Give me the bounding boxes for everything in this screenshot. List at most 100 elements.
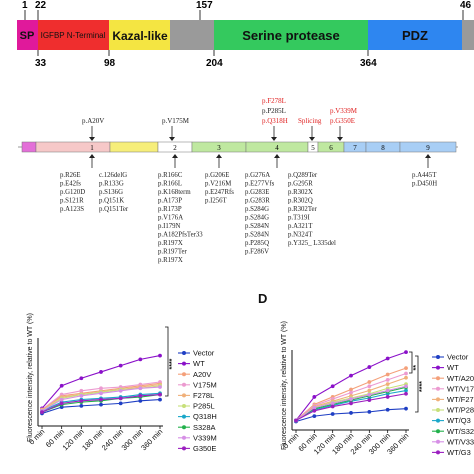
exon4-mutation: p.P285Q bbox=[245, 240, 269, 247]
aa-position-157: 157 bbox=[196, 0, 213, 11]
aa-position-204: 204 bbox=[206, 58, 223, 69]
legend-marker bbox=[182, 446, 186, 451]
exon-number-6: 6 bbox=[329, 144, 333, 152]
data-point bbox=[349, 397, 353, 401]
data-point bbox=[367, 409, 372, 414]
data-point bbox=[118, 396, 123, 401]
exon-number-3: 3 bbox=[217, 144, 221, 152]
data-point bbox=[59, 397, 64, 402]
legend-label: WT/F27 bbox=[447, 395, 474, 404]
exon2-mutation: p.V176A bbox=[158, 215, 183, 222]
domain-label-igfbp: IGFBP N-Terminal bbox=[41, 31, 106, 40]
exon4-mutation-col2: p.G295R bbox=[288, 181, 313, 188]
data-point bbox=[59, 383, 64, 388]
data-point bbox=[404, 371, 408, 376]
data-point bbox=[349, 387, 353, 392]
data-point bbox=[138, 357, 143, 362]
data-point bbox=[404, 384, 408, 389]
data-point bbox=[404, 350, 408, 355]
legend-marker bbox=[182, 393, 186, 398]
mutation-q318h: p.Q318H bbox=[262, 117, 288, 125]
data-point bbox=[158, 392, 162, 397]
data-point bbox=[349, 401, 353, 406]
chart-right: Fluorescence intensity, relative to WT (… bbox=[281, 321, 474, 457]
exon4-mutation-col2: p.Q289Ter bbox=[288, 172, 318, 179]
legend-marker bbox=[182, 382, 186, 387]
data-point bbox=[312, 414, 317, 419]
mutation-p285l: p.P285L bbox=[262, 107, 286, 115]
domain-serine-protease bbox=[214, 20, 368, 50]
exon1-mutation-col2: c.126delG bbox=[99, 172, 127, 179]
legend-marker bbox=[182, 435, 186, 440]
exon3-mutation: p.I256T bbox=[205, 198, 228, 205]
data-point bbox=[367, 365, 372, 369]
exon1-mutation: p.G120D bbox=[60, 189, 85, 196]
data-point bbox=[118, 363, 123, 368]
panel-label-d: D bbox=[258, 291, 267, 306]
legend-label: A20V bbox=[193, 370, 211, 379]
legend-marker bbox=[436, 386, 440, 391]
significance-marker: **** bbox=[419, 381, 426, 392]
exon2-mutation: p.R166C bbox=[158, 172, 183, 179]
data-point bbox=[385, 356, 390, 361]
exon4-mutation-col2: p.R302Q bbox=[288, 198, 313, 205]
data-point bbox=[99, 391, 103, 396]
exon2-mutation: p.A182PfsTer33 bbox=[158, 232, 203, 239]
exon-number-7: 7 bbox=[353, 144, 357, 152]
y-axis-label: Fluorescence intensity, relative to WT (… bbox=[27, 313, 34, 442]
exon-1-segment bbox=[35, 141, 111, 153]
data-point bbox=[79, 403, 84, 408]
data-point bbox=[99, 402, 103, 407]
legend-label: S328A bbox=[193, 423, 216, 432]
aa-position-364: 364 bbox=[360, 58, 377, 69]
mutation-v175m: p.V175M bbox=[162, 117, 190, 125]
data-point bbox=[158, 385, 162, 389]
domain-pdz bbox=[368, 20, 462, 50]
data-point bbox=[367, 398, 372, 403]
data-point bbox=[385, 395, 390, 399]
data-point bbox=[118, 401, 123, 406]
data-point bbox=[404, 406, 408, 411]
data-point bbox=[385, 407, 390, 412]
domain-sp bbox=[17, 20, 38, 50]
exon1-mutation: p.S121R bbox=[60, 198, 84, 205]
legend-label: Vector bbox=[447, 353, 469, 362]
exon4-mutation: p.S284G bbox=[245, 206, 269, 213]
data-point bbox=[79, 393, 84, 398]
exon4-mutation-col2: p.R302Ter bbox=[288, 206, 318, 213]
legend-label: Vector bbox=[193, 349, 215, 358]
exon4-mutation: p.G283E bbox=[245, 189, 269, 196]
domain-label-kazal: Kazal-like bbox=[112, 29, 168, 43]
exon4-mutation-col2: p.R302X bbox=[288, 189, 313, 196]
legend-label: WT bbox=[447, 363, 459, 372]
exon2-mutation: p.R197Ter bbox=[158, 249, 188, 256]
exon2-mutation: p.K168term bbox=[158, 189, 191, 196]
data-point bbox=[385, 388, 390, 393]
legend-label: WT/S32 bbox=[447, 427, 474, 436]
chart-left: Fluorescence intensity, relative to WT (… bbox=[27, 313, 217, 453]
data-point bbox=[158, 353, 162, 358]
aa-position-98: 98 bbox=[104, 58, 116, 69]
data-point bbox=[367, 388, 372, 393]
data-point bbox=[79, 376, 84, 381]
exon-number-1: 1 bbox=[90, 144, 94, 152]
aa-position-end: 46 bbox=[460, 0, 472, 11]
legend-marker bbox=[436, 365, 440, 370]
domain-label-serine-protease: Serine protease bbox=[242, 28, 340, 43]
legend-marker bbox=[436, 408, 440, 412]
exon4-mutation-col2: p.T319I bbox=[288, 215, 310, 222]
exon-number-4: 4 bbox=[275, 144, 279, 152]
data-point bbox=[404, 391, 408, 396]
domain-igfbp bbox=[38, 20, 109, 50]
legend-label: G350E bbox=[193, 444, 216, 453]
legend-marker bbox=[436, 355, 440, 359]
exon2-mutation: p.R166L bbox=[158, 181, 182, 188]
exon4-mutation-col2: p.Y325_ L335del bbox=[288, 240, 336, 247]
legend-marker bbox=[436, 376, 440, 381]
exon4-mutation: p.F286V bbox=[245, 249, 269, 256]
exon3-mutation: p.V216M bbox=[205, 181, 231, 188]
legend-label: WT/V17 bbox=[447, 384, 474, 393]
data-point bbox=[349, 390, 353, 395]
